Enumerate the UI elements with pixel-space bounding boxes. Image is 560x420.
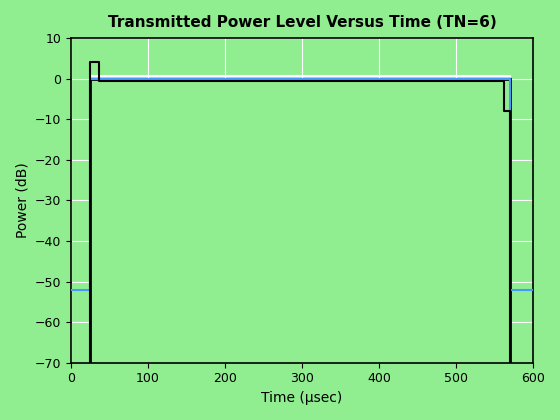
Y-axis label: Power (dB): Power (dB) xyxy=(15,163,29,238)
X-axis label: Time (μsec): Time (μsec) xyxy=(262,391,343,405)
Title: Transmitted Power Level Versus Time (TN=6): Transmitted Power Level Versus Time (TN=… xyxy=(108,15,496,30)
